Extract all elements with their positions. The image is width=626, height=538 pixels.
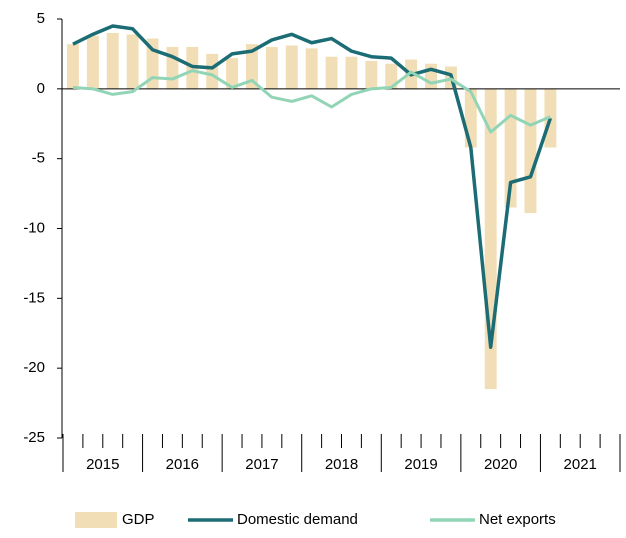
bar (285, 45, 298, 89)
bar (504, 88, 517, 208)
year-label: 2021 (564, 456, 597, 473)
bar (345, 56, 358, 89)
bar (106, 32, 119, 89)
legend-label: Net exports (479, 511, 556, 528)
legend-swatch (75, 512, 117, 528)
line (72, 69, 551, 134)
bar (66, 44, 79, 89)
bar (385, 63, 398, 89)
y-tick-label: 0 (37, 80, 45, 97)
year-label: 2020 (484, 456, 517, 473)
line (72, 24, 553, 349)
bar (425, 63, 437, 89)
bar (325, 56, 338, 89)
year-label: 2018 (325, 456, 358, 473)
y-tick-label: -10 (23, 219, 45, 236)
bar (246, 44, 258, 89)
bar (265, 46, 278, 89)
y-tick-label: -5 (32, 150, 45, 167)
year-label: 2017 (245, 456, 278, 473)
y-tick-label: -15 (23, 289, 45, 306)
legend-label: GDP (122, 511, 155, 528)
y-tick-label: -20 (23, 359, 45, 376)
year-label: 2019 (404, 456, 437, 473)
bar (166, 46, 179, 89)
bar (226, 58, 239, 89)
year-label: 2015 (86, 456, 119, 473)
bar (305, 48, 318, 89)
bar (365, 60, 378, 89)
bar (484, 88, 497, 390)
bar (206, 53, 219, 89)
legend-label: Domestic demand (237, 511, 358, 528)
bar (464, 88, 477, 148)
bar (86, 35, 99, 89)
bar (146, 38, 159, 89)
y-tick-label: -25 (23, 429, 45, 446)
bar (524, 88, 537, 214)
year-label: 2016 (166, 456, 199, 473)
y-tick-label: 5 (37, 10, 45, 27)
bar (126, 34, 139, 89)
